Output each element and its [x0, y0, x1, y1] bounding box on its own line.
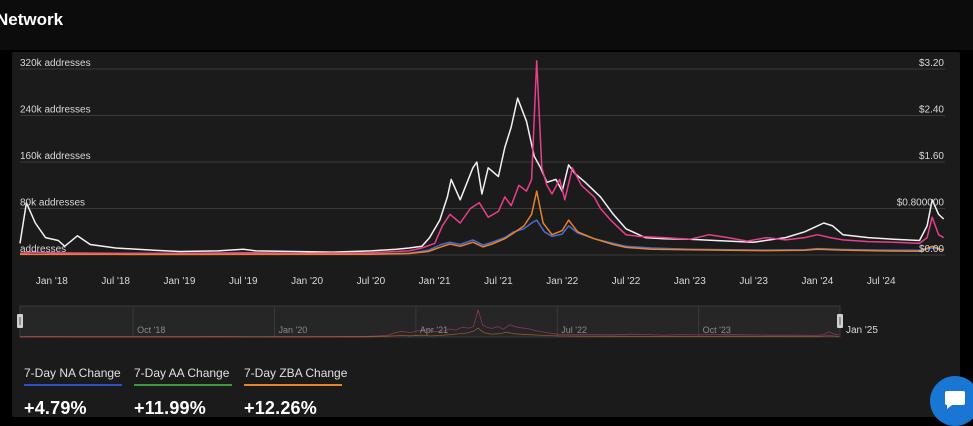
- navigator-label: Oct '18: [137, 325, 165, 335]
- y-left-tick-label: 320k addresses: [20, 58, 91, 69]
- metric-color-bar: [244, 384, 342, 386]
- metric-label: 7-Day ZBA Change: [244, 366, 348, 380]
- metric-zba: 7-Day ZBA Change +12.26%: [244, 366, 348, 419]
- header-bar: Network: [0, 0, 973, 50]
- metric-na: 7-Day NA Change +4.79%: [24, 366, 122, 419]
- navigator-label: Jul '22: [561, 325, 587, 335]
- metrics-row: 7-Day NA Change +4.79% 7-Day AA Change +…: [24, 366, 348, 419]
- y-left-tick-label: addresses: [20, 244, 66, 255]
- x-tick-label: Jan '19: [164, 276, 196, 287]
- metric-color-bar: [134, 384, 232, 386]
- metric-color-bar: [24, 384, 122, 386]
- x-tick-label: Jul '21: [484, 276, 513, 287]
- metric-label: 7-Day NA Change: [24, 366, 121, 380]
- navigator-label: Apr '21: [420, 325, 448, 335]
- x-tick-label: Jan '24: [801, 276, 833, 287]
- navigator-series-line: [20, 327, 839, 338]
- metric-value: +12.26%: [244, 398, 317, 418]
- y-right-tick-label: $0.800000: [897, 198, 945, 209]
- x-tick-label: Jul '22: [612, 276, 641, 287]
- x-tick-label: Jan '18: [36, 276, 68, 287]
- x-tick-label: Jan '21: [419, 276, 451, 287]
- series-line: [19, 97, 945, 253]
- navigator-series-line: [19, 308, 839, 338]
- metric-label: 7-Day AA Change: [134, 366, 230, 380]
- x-tick-label: Jan '22: [546, 276, 578, 287]
- page-title: Network: [0, 10, 64, 29]
- chart-panel: [12, 52, 960, 417]
- x-tick-label: Jul '18: [101, 276, 130, 287]
- y-left-tick-label: 80k addresses: [20, 198, 85, 209]
- navigator-label: Jan '20: [278, 325, 307, 335]
- y-right-tick-label: $1.60: [919, 151, 944, 162]
- chat-button[interactable]: [930, 376, 973, 426]
- y-left-tick-label: 240k addresses: [20, 105, 91, 116]
- metric-value: +11.99%: [134, 398, 206, 418]
- x-tick-label: Jul '20: [357, 276, 386, 287]
- series-line: [19, 60, 945, 255]
- x-tick-label: Jul '23: [739, 276, 768, 287]
- navigator-end-label: Jan '25: [846, 325, 878, 336]
- x-tick-label: Jul '24: [867, 276, 896, 287]
- x-tick-label: Jul '19: [229, 276, 258, 287]
- x-tick-label: Jan '20: [291, 276, 323, 287]
- series-line: [19, 190, 944, 256]
- metric-value: +4.79%: [24, 398, 87, 418]
- x-tick-label: Jan '23: [674, 276, 706, 287]
- y-right-tick-label: $0.00: [919, 244, 944, 255]
- y-right-tick-label: $2.40: [919, 105, 944, 116]
- metric-aa: 7-Day AA Change +11.99%: [134, 366, 232, 419]
- navigator-label: Oct '23: [703, 325, 731, 335]
- y-left-tick-label: 160k addresses: [20, 151, 91, 162]
- y-right-tick-label: $3.20: [919, 58, 944, 69]
- chat-bubble-icon: [945, 391, 965, 409]
